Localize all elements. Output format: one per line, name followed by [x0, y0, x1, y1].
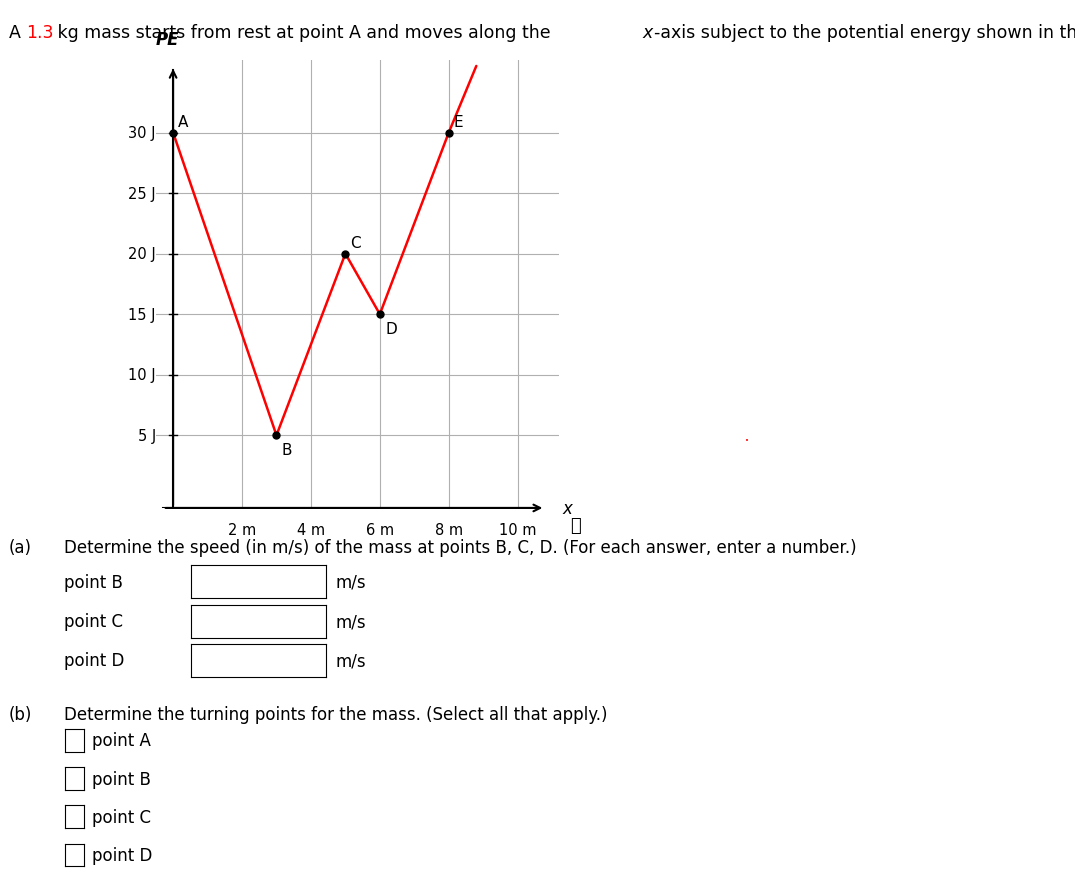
- Text: kg mass starts from rest at point A and moves along the: kg mass starts from rest at point A and …: [52, 24, 556, 43]
- Text: C: C: [350, 235, 361, 251]
- Text: m/s: m/s: [335, 613, 366, 630]
- Text: A: A: [178, 115, 188, 129]
- Text: 10 m: 10 m: [499, 523, 536, 538]
- Text: point D: point D: [92, 846, 153, 864]
- Text: point B: point B: [92, 770, 152, 787]
- Text: 6 m: 6 m: [366, 523, 393, 538]
- Text: 2 m: 2 m: [228, 523, 256, 538]
- Text: 10 J: 10 J: [128, 368, 156, 383]
- Text: 5 J: 5 J: [138, 428, 156, 443]
- Text: point B: point B: [64, 574, 124, 591]
- Text: 20 J: 20 J: [128, 247, 156, 262]
- Text: point C: point C: [64, 613, 124, 630]
- Text: Determine the speed (in m/s) of the mass at points B, C, D. (For each answer, en: Determine the speed (in m/s) of the mass…: [64, 539, 857, 557]
- Text: 1.3: 1.3: [26, 24, 54, 43]
- Text: point A: point A: [92, 732, 152, 749]
- Text: 30 J: 30 J: [128, 126, 156, 141]
- Text: (a): (a): [9, 539, 31, 557]
- Text: •: •: [745, 438, 749, 443]
- Text: point D: point D: [64, 652, 125, 669]
- Text: D: D: [385, 322, 397, 336]
- Text: PE: PE: [156, 30, 180, 49]
- Text: 8 m: 8 m: [434, 523, 463, 538]
- Text: 4 m: 4 m: [297, 523, 325, 538]
- Text: m/s: m/s: [335, 574, 366, 591]
- Text: point C: point C: [92, 808, 152, 826]
- Text: ⓘ: ⓘ: [570, 517, 580, 534]
- Text: -axis subject to the potential energy shown in the figure below.: -axis subject to the potential energy sh…: [654, 24, 1075, 43]
- Text: x: x: [562, 500, 572, 517]
- Text: (b): (b): [9, 706, 32, 724]
- Text: B: B: [282, 442, 292, 458]
- Text: 15 J: 15 J: [128, 308, 156, 322]
- Text: A: A: [9, 24, 26, 43]
- Text: x: x: [643, 24, 654, 43]
- Text: 25 J: 25 J: [128, 186, 156, 202]
- Text: E: E: [454, 115, 463, 129]
- Text: Determine the turning points for the mass. (Select all that apply.): Determine the turning points for the mas…: [64, 706, 608, 724]
- Text: m/s: m/s: [335, 652, 366, 669]
